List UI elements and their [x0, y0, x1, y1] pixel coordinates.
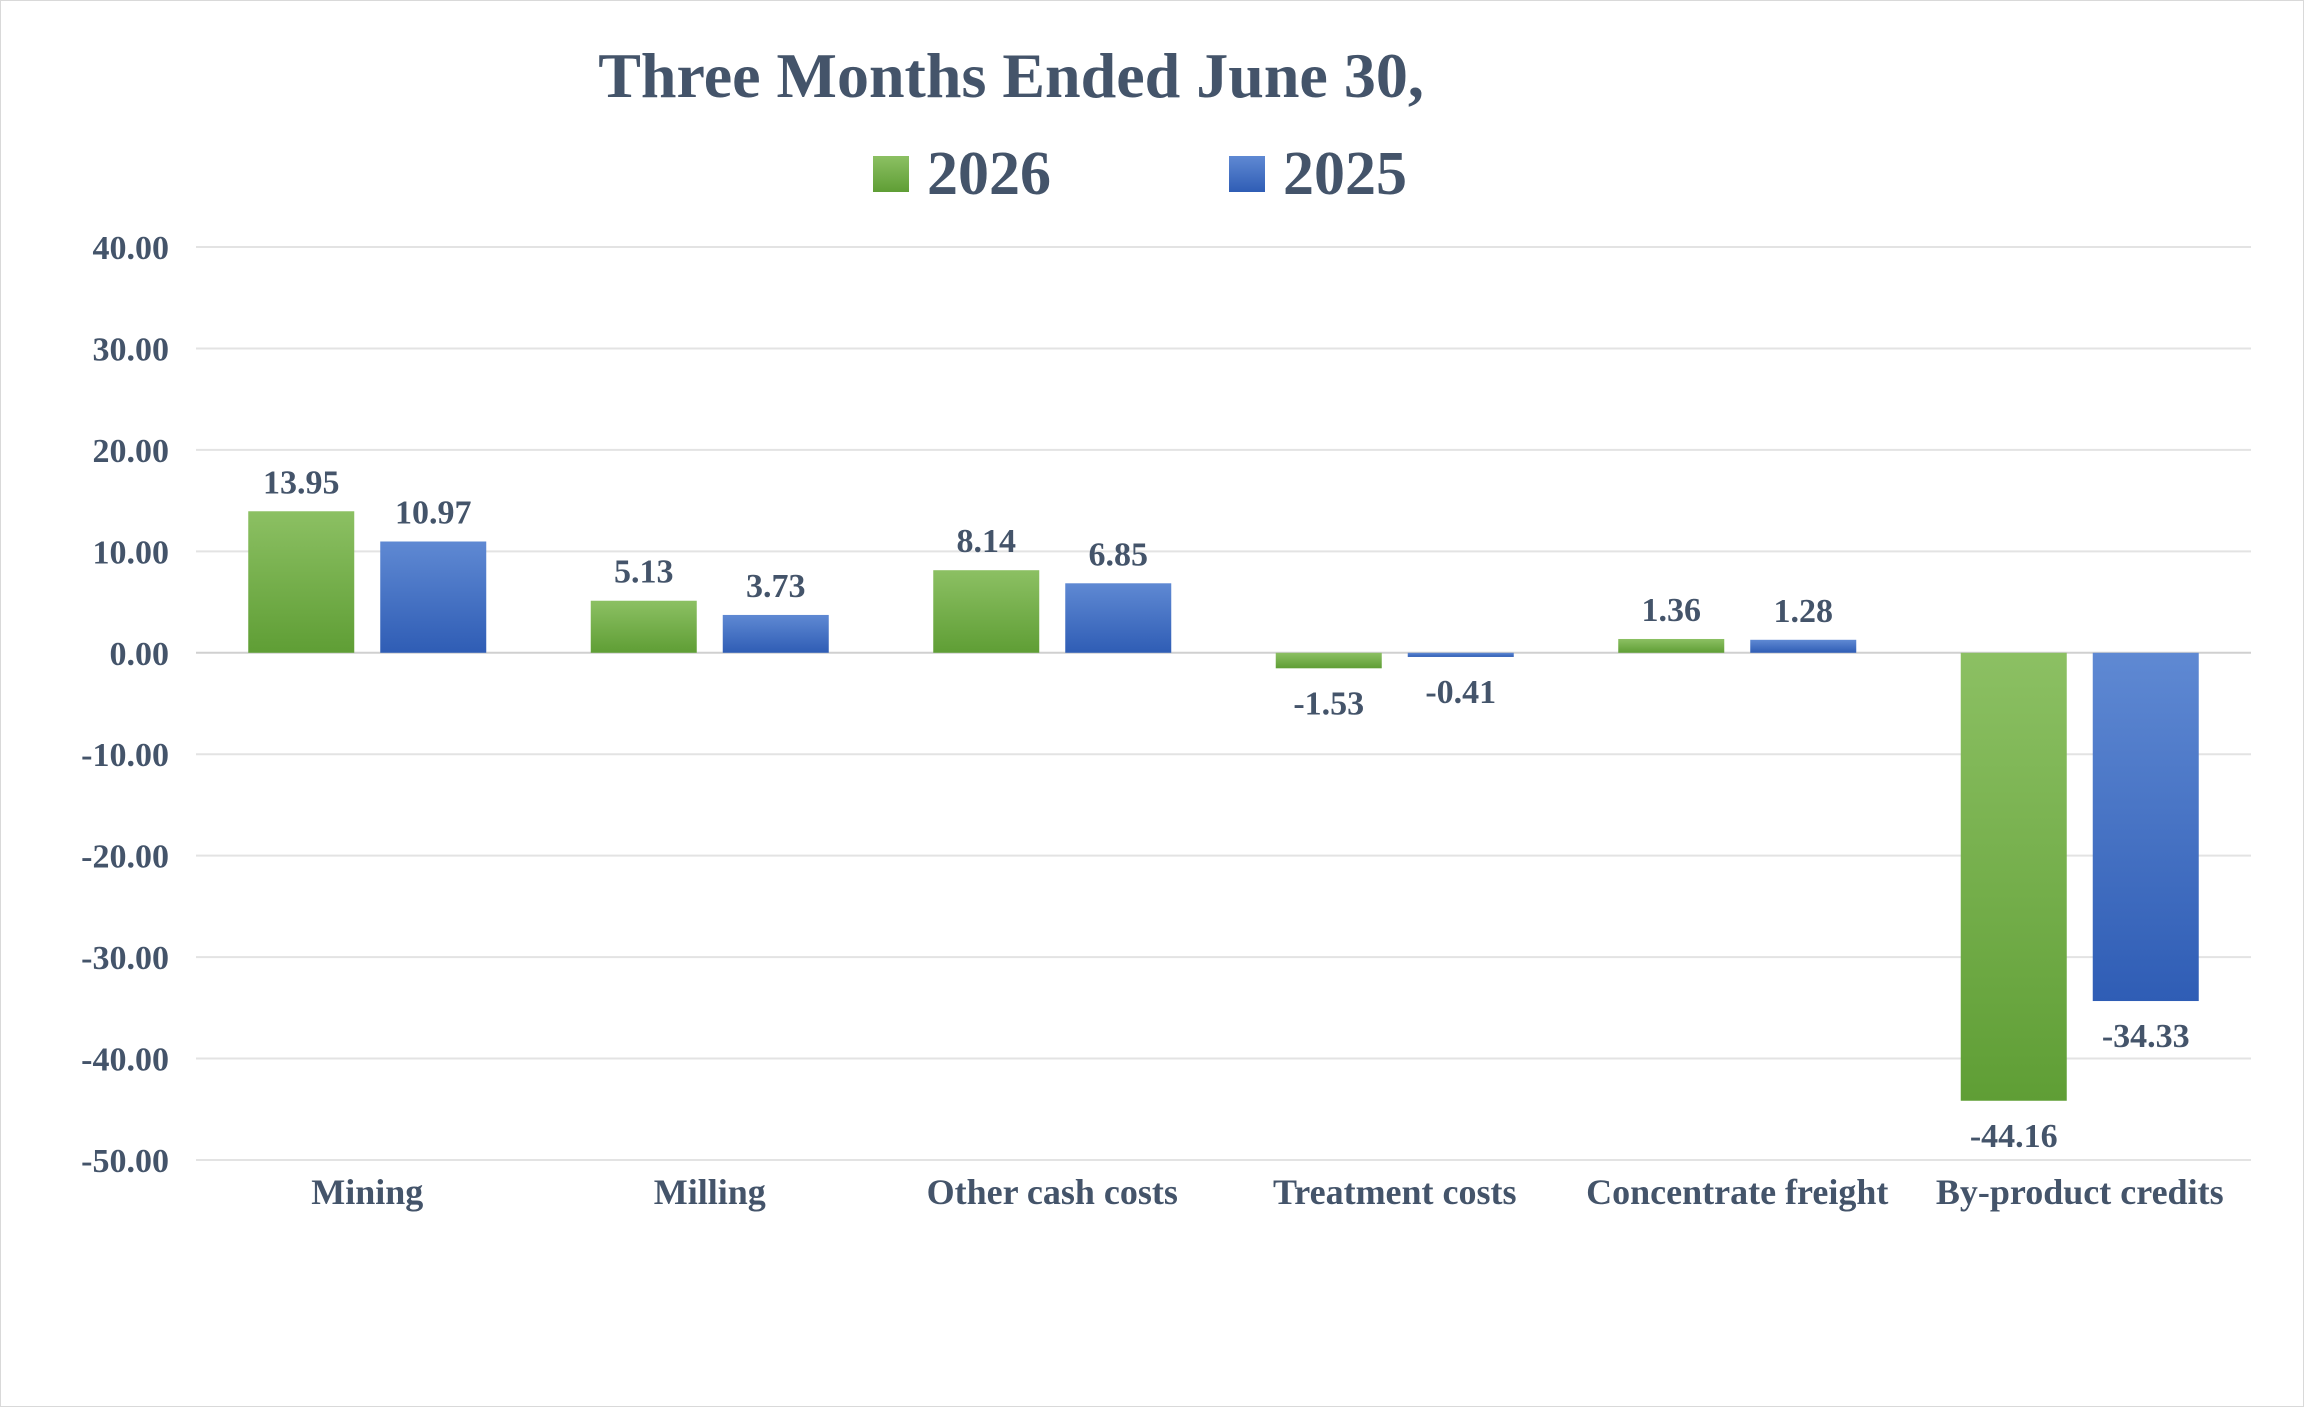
bars	[248, 511, 2199, 1101]
bar-milling-2026	[590, 600, 697, 653]
y-tick-label: -50.00	[81, 1143, 169, 1180]
y-tick-label: 20.00	[93, 433, 170, 470]
gridlines	[196, 246, 2251, 1161]
y-tick-label: -20.00	[81, 839, 169, 876]
chart-title: Three Months Ended June 30,	[598, 40, 1424, 111]
y-tick-label: 10.00	[93, 534, 170, 571]
y-tick-label: 40.00	[93, 230, 170, 267]
category-label-other-cash-costs: Other cash costs	[927, 1172, 1178, 1212]
bar-treatment-costs-2026	[1275, 652, 1382, 669]
legend-swatch-2026	[873, 156, 909, 192]
category-label-by-product-credits: By-product credits	[1936, 1172, 2224, 1212]
data-label-treatment-costs-2026: -1.53	[1293, 685, 1364, 722]
category-label-mining: Mining	[311, 1172, 423, 1212]
bar-other-cash-costs-2025	[1065, 583, 1172, 653]
bar-by-product-credits-2025	[2092, 652, 2199, 1002]
bar-mining-2025	[380, 541, 487, 653]
y-tick-label: -30.00	[81, 940, 169, 977]
legend-swatch-2025	[1229, 156, 1265, 192]
data-label-other-cash-costs-2025: 6.85	[1089, 536, 1149, 573]
y-tick-label: -40.00	[81, 1042, 169, 1079]
bar-mining-2026	[248, 511, 355, 653]
data-label-milling-2026: 5.13	[614, 554, 674, 591]
bar-by-product-credits-2026	[1960, 652, 2067, 1101]
data-label-mining-2025: 10.97	[395, 494, 472, 531]
data-label-mining-2026: 13.95	[263, 464, 340, 501]
bar-treatment-costs-2025	[1407, 652, 1514, 657]
x-axis-category-labels: Mining Milling Other cash costs Treatment c…	[311, 1172, 2223, 1212]
category-label-treatment-costs: Treatment costs	[1273, 1172, 1517, 1212]
bar-concentrate-freight-2025	[1750, 639, 1857, 653]
data-labels: 13.95 10.97 5.13 3.73 8.14 6.85 -1.53 -0.41 1.36…	[263, 464, 2190, 1154]
legend: 2026 2025	[873, 140, 1407, 208]
bar-other-cash-costs-2026	[933, 570, 1040, 653]
data-label-by-product-credits-2025: -34.33	[2102, 1018, 2190, 1055]
y-axis-tick-labels: 40.00 30.00 20.00 10.00 0.00 -10.00 -20.00 -30.…	[81, 230, 169, 1180]
category-label-concentrate-freight: Concentrate freight	[1586, 1172, 1888, 1212]
y-tick-label: 0.00	[110, 636, 170, 673]
data-label-concentrate-freight-2025: 1.28	[1774, 593, 1834, 630]
legend-label-2025: 2025	[1283, 140, 1407, 208]
data-label-concentrate-freight-2026: 1.36	[1642, 592, 1702, 629]
category-label-milling: Milling	[654, 1172, 766, 1212]
legend-label-2026: 2026	[927, 140, 1051, 208]
y-tick-label: 30.00	[93, 331, 170, 368]
data-label-milling-2025: 3.73	[746, 568, 806, 605]
bar-milling-2025	[722, 614, 829, 653]
data-label-other-cash-costs-2026: 8.14	[957, 523, 1017, 560]
bar-concentrate-freight-2026	[1618, 638, 1725, 653]
data-label-by-product-credits-2026: -44.16	[1970, 1118, 2058, 1155]
data-label-treatment-costs-2025: -0.41	[1425, 674, 1496, 711]
y-tick-label: -10.00	[81, 737, 169, 774]
